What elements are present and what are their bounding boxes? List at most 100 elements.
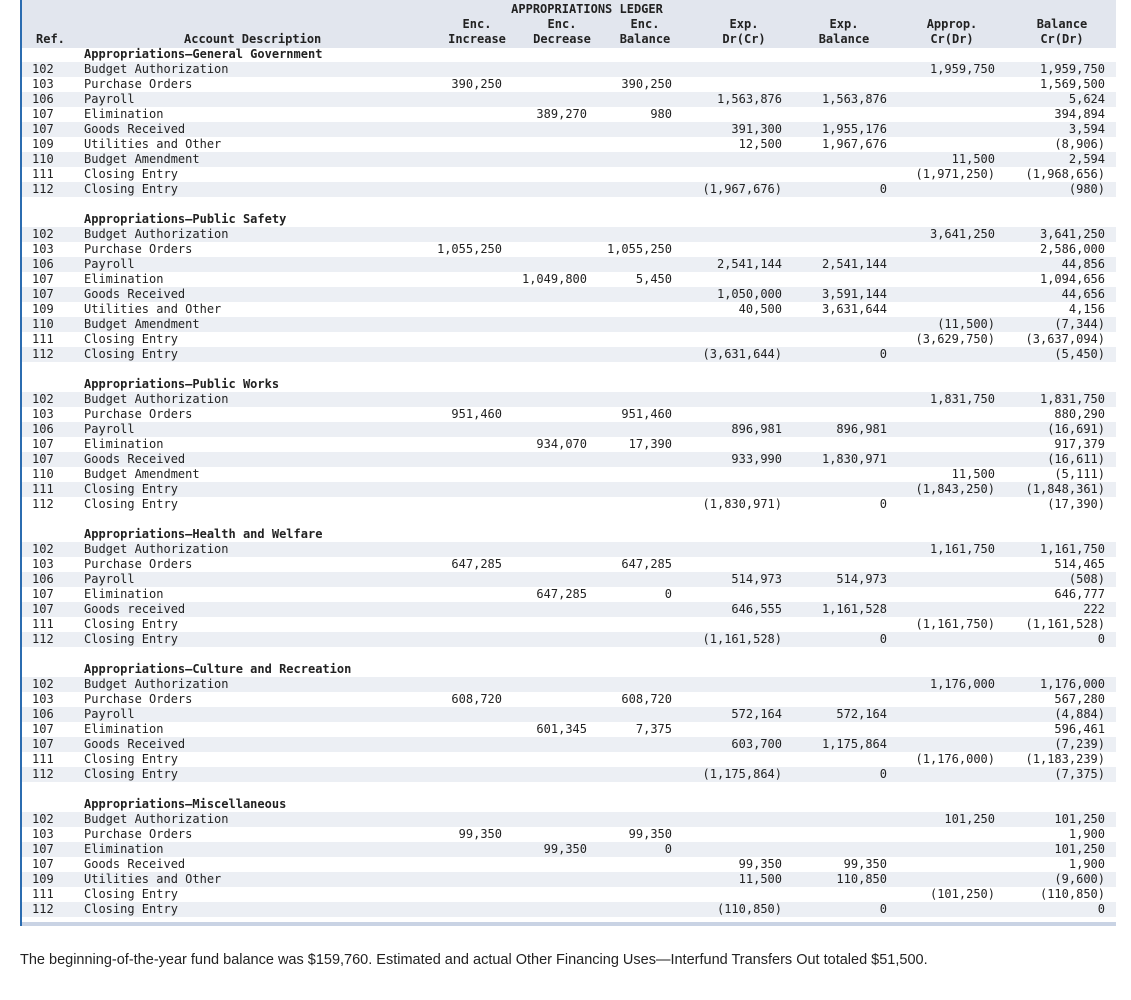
cell-balance-crdr: (16,691) xyxy=(1047,422,1105,436)
cell-balance-crdr: 1,831,750 xyxy=(1039,392,1105,406)
cell-enc-balance: 17,390 xyxy=(628,437,672,451)
cell-description: Elimination xyxy=(84,107,164,121)
cell-balance-crdr: (5,111) xyxy=(1054,467,1105,481)
cell-approp-crdr: 11,500 xyxy=(951,467,995,481)
cell-ref: 112 xyxy=(32,347,54,361)
col-header-balance-crdr-2: Cr(Dr) xyxy=(1040,32,1084,46)
cell-balance-crdr: 0 xyxy=(1097,902,1105,916)
cell-description: Purchase Orders xyxy=(84,827,193,841)
cell-ref: 102 xyxy=(32,812,54,826)
section-title: Appropriations—Culture and Recreation xyxy=(84,662,352,676)
table-row: 107 Goods Received 603,700 1,175,864 (7,239) xyxy=(22,737,1116,752)
cell-description: Closing Entry xyxy=(84,632,178,646)
section-title: Appropriations—Health and Welfare xyxy=(84,527,323,541)
cell-balance-crdr: 567,280 xyxy=(1054,692,1105,706)
cell-description: Closing Entry xyxy=(84,182,178,196)
cell-balance-crdr: 0 xyxy=(1097,632,1105,646)
cell-exp-drcr: (1,161,528) xyxy=(702,632,782,646)
cell-exp-balance: 0 xyxy=(879,767,887,781)
cell-exp-balance: 0 xyxy=(879,632,887,646)
cell-description: Budget Authorization xyxy=(84,62,229,76)
table-row: 107 Elimination 389,270 980 394,894 xyxy=(22,107,1116,122)
cell-ref: 112 xyxy=(32,632,54,646)
table-row: 107 Goods received 646,555 1,161,528 222 xyxy=(22,602,1116,617)
cell-balance-crdr: (9,600) xyxy=(1054,872,1105,886)
cell-description: Closing Entry xyxy=(84,887,178,901)
cell-description: Closing Entry xyxy=(84,167,178,181)
cell-balance-crdr: (7,375) xyxy=(1054,767,1105,781)
table-row: 107 Goods Received 99,350 99,350 1,900 xyxy=(22,857,1116,872)
row-stripe xyxy=(22,632,1116,647)
table-row: 106 Payroll 896,981 896,981 (16,691) xyxy=(22,422,1116,437)
row-stripe xyxy=(22,572,1116,587)
cell-description: Utilities and Other xyxy=(84,302,222,316)
table-row: 111 Closing Entry (1,843,250) (1,848,361) xyxy=(22,482,1116,497)
cell-enc-decrease: 99,350 xyxy=(543,842,587,856)
col-header-enc-decrease-1: Enc. xyxy=(547,17,577,31)
row-stripe xyxy=(22,422,1116,437)
cell-approp-crdr: 101,250 xyxy=(944,812,995,826)
table-row: 103 Purchase Orders 951,460 951,460 880,290 xyxy=(22,407,1116,422)
cell-enc-increase: 647,285 xyxy=(451,557,502,571)
table-row: 107 Goods Received 1,050,000 3,591,144 44,65… xyxy=(22,287,1116,302)
cell-enc-increase: 608,720 xyxy=(451,692,502,706)
row-stripe xyxy=(22,542,1116,557)
cell-exp-drcr: (110,850) xyxy=(716,902,782,916)
cell-exp-balance: 514,973 xyxy=(836,572,887,586)
cell-description: Budget Authorization xyxy=(84,677,229,691)
cell-exp-balance: 1,161,528 xyxy=(821,602,887,616)
row-stripe xyxy=(22,842,1116,857)
cell-exp-balance: 1,175,864 xyxy=(821,737,887,751)
cell-description: Goods Received xyxy=(84,287,186,301)
cell-description: Closing Entry xyxy=(84,617,178,631)
cell-description: Purchase Orders xyxy=(84,407,193,421)
table-row: 112 Closing Entry (1,161,528) 0 0 xyxy=(22,632,1116,647)
cell-description: Elimination xyxy=(84,587,164,601)
cell-exp-balance: 0 xyxy=(879,347,887,361)
cell-enc-balance: 1,055,250 xyxy=(606,242,672,256)
cell-balance-crdr: (7,239) xyxy=(1054,737,1105,751)
cell-description: Payroll xyxy=(84,707,135,721)
cell-ref: 102 xyxy=(32,62,54,76)
cell-ref: 102 xyxy=(32,677,54,691)
section-title: Appropriations—General Government xyxy=(84,47,323,61)
cell-description: Goods Received xyxy=(84,857,186,871)
cell-enc-increase: 951,460 xyxy=(451,407,502,421)
cell-ref: 102 xyxy=(32,227,54,241)
cell-ref: 107 xyxy=(32,107,54,121)
table-row: 107 Elimination 1,049,800 5,450 1,094,656 xyxy=(22,272,1116,287)
section-title: Appropriations—Public Safety xyxy=(84,212,287,226)
cell-ref: 111 xyxy=(32,332,54,346)
table-row: 102 Budget Authorization 1,161,750 1,161,75… xyxy=(22,542,1116,557)
table-row: 107 Elimination 601,345 7,375 596,461 xyxy=(22,722,1116,737)
cell-description: Closing Entry xyxy=(84,497,178,511)
cell-ref: 110 xyxy=(32,152,54,166)
cell-balance-crdr: 1,569,500 xyxy=(1039,77,1105,91)
cell-exp-balance: 896,981 xyxy=(836,422,887,436)
cell-description: Payroll xyxy=(84,572,135,586)
row-stripe xyxy=(22,707,1116,722)
cell-balance-crdr: 1,959,750 xyxy=(1039,62,1105,76)
col-header-approp-crdr-2: Cr(Dr) xyxy=(930,32,974,46)
table-row: 110 Budget Amendment 11,500 (5,111) xyxy=(22,467,1116,482)
cell-exp-drcr: 603,700 xyxy=(731,737,782,751)
cell-balance-crdr: (110,850) xyxy=(1039,887,1105,901)
cell-exp-drcr: 933,990 xyxy=(731,452,782,466)
col-header-exp-drcr-2: Dr(Cr) xyxy=(722,32,766,46)
row-stripe xyxy=(22,902,1116,917)
col-header-exp-drcr-1: Exp. xyxy=(729,17,759,31)
table-row: 111 Closing Entry (1,971,250) (1,968,656) xyxy=(22,167,1116,182)
cell-approp-crdr: (1,161,750) xyxy=(915,617,995,631)
table-row: 102 Budget Authorization 1,831,750 1,831,75… xyxy=(22,392,1116,407)
table-row: 102 Budget Authorization 1,176,000 1,176,00… xyxy=(22,677,1116,692)
cell-description: Budget Authorization xyxy=(84,392,229,406)
cell-ref: 103 xyxy=(32,407,54,421)
appropriations-ledger-table: APPROPRIATIONS LEDGER Ref. Account Descr… xyxy=(20,0,1116,926)
cell-ref: 106 xyxy=(32,422,54,436)
table-row: 103 Purchase Orders 390,250 390,250 1,569,50… xyxy=(22,77,1116,92)
table-row: 103 Purchase Orders 99,350 99,350 1,900 xyxy=(22,827,1116,842)
cell-balance-crdr: (1,183,239) xyxy=(1025,752,1105,766)
cell-exp-drcr: (1,830,971) xyxy=(702,497,782,511)
table-row: 112 Closing Entry (1,830,971) 0 (17,390) xyxy=(22,497,1116,512)
table-row: 103 Purchase Orders 647,285 647,285 514,465 xyxy=(22,557,1116,572)
